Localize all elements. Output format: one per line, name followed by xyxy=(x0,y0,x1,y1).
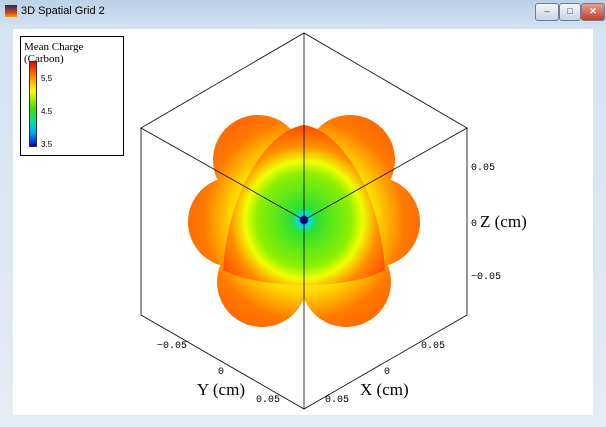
color-legend: Mean Charge (Carbon) 5.5 4.5 3.5 xyxy=(20,36,124,156)
x-tick: 0.05 xyxy=(421,341,445,352)
z-tick: 0.05 xyxy=(471,163,495,174)
x-axis-label: X (cm) xyxy=(360,380,409,399)
z-axis-label: Z (cm) xyxy=(480,212,527,231)
y-tick: 0 xyxy=(218,367,224,378)
colorbar-tick: 4.5 xyxy=(41,107,53,116)
y-tick: 0.05 xyxy=(256,395,280,406)
minimize-button[interactable]: – xyxy=(535,3,559,21)
maximize-button[interactable]: □ xyxy=(559,3,581,21)
title-bar[interactable]: 3D Spatial Grid 2 – □ ✕ xyxy=(0,0,606,22)
colorbar-tick: 5.5 xyxy=(41,74,53,83)
y-axis-label: Y (cm) xyxy=(197,380,245,399)
legend-title: Mean Charge (Carbon) xyxy=(24,41,84,65)
z-tick: −0.05 xyxy=(471,272,501,283)
x-tick: 0 xyxy=(384,367,390,378)
window-title: 3D Spatial Grid 2 xyxy=(21,5,105,17)
y-tick: −0.05 xyxy=(157,341,187,352)
close-button[interactable]: ✕ xyxy=(581,3,605,21)
colorbar-tick: 3.5 xyxy=(41,140,53,149)
colorbar xyxy=(29,61,37,147)
x-tick: 0.05 xyxy=(325,395,349,406)
axis-box xyxy=(140,32,468,410)
app-icon xyxy=(5,5,17,17)
z-tick: 0 xyxy=(471,219,477,230)
